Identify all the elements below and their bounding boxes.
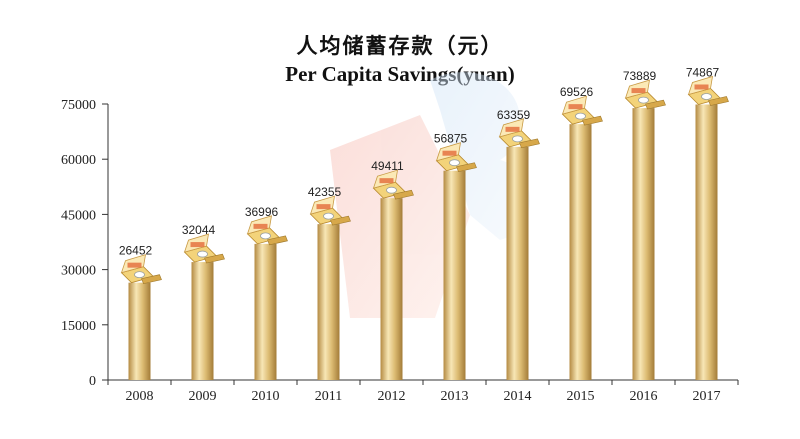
x-tick-label: 2016 <box>630 389 658 404</box>
gift-box-icon <box>498 118 540 149</box>
gift-box-icon <box>624 79 666 110</box>
bar <box>128 282 151 380</box>
x-tick-label: 2010 <box>252 389 280 404</box>
chart-title-cn: 人均储蓄存款（元） <box>296 34 504 58</box>
bars <box>120 75 729 381</box>
bar <box>443 170 466 380</box>
y-tick-label: 60000 <box>61 153 96 168</box>
gift-box-icon <box>246 215 288 246</box>
bar <box>569 124 592 380</box>
data-label: 56875 <box>434 132 468 146</box>
bar <box>632 108 655 381</box>
x-tick-label: 2017 <box>693 389 721 404</box>
y-tick-label: 0 <box>89 374 96 389</box>
x-tick-label: 2014 <box>504 389 532 404</box>
data-label: 32044 <box>182 223 216 237</box>
data-label: 26452 <box>119 244 153 258</box>
data-label: 69526 <box>560 85 594 99</box>
bar <box>317 224 340 380</box>
data-label: 73889 <box>623 69 657 83</box>
y-tick-label: 45000 <box>61 208 96 223</box>
bar <box>506 146 529 380</box>
gift-box-icon <box>561 95 603 126</box>
y-tick-label: 15000 <box>61 319 96 334</box>
bar <box>380 198 403 380</box>
bar <box>254 243 277 380</box>
data-label: 42355 <box>308 185 342 199</box>
bar <box>695 104 718 380</box>
gift-box-icon <box>120 254 162 285</box>
x-tick-label: 2008 <box>126 389 154 404</box>
data-label: 74867 <box>686 65 720 79</box>
y-tick-label: 75000 <box>61 98 96 113</box>
y-tick-label: 30000 <box>61 264 96 279</box>
x-tick-label: 2011 <box>315 389 342 404</box>
gift-box-icon <box>183 233 225 264</box>
x-tick-label: 2012 <box>378 389 406 404</box>
gift-box-icon <box>372 169 414 200</box>
gift-box-icon <box>687 75 729 106</box>
data-label: 49411 <box>371 159 404 173</box>
gift-box-icon <box>309 195 351 226</box>
x-tick-label: 2013 <box>441 389 469 404</box>
bar <box>191 262 214 380</box>
x-tick-label: 2009 <box>189 389 217 404</box>
data-label: 36996 <box>245 205 279 219</box>
labels: 0 15000 30000 45000 60000 75000 26452 2008 32044… <box>61 65 721 404</box>
x-tick-label: 2015 <box>567 389 595 404</box>
gift-box-icon <box>435 142 477 173</box>
data-label: 63359 <box>497 108 531 122</box>
